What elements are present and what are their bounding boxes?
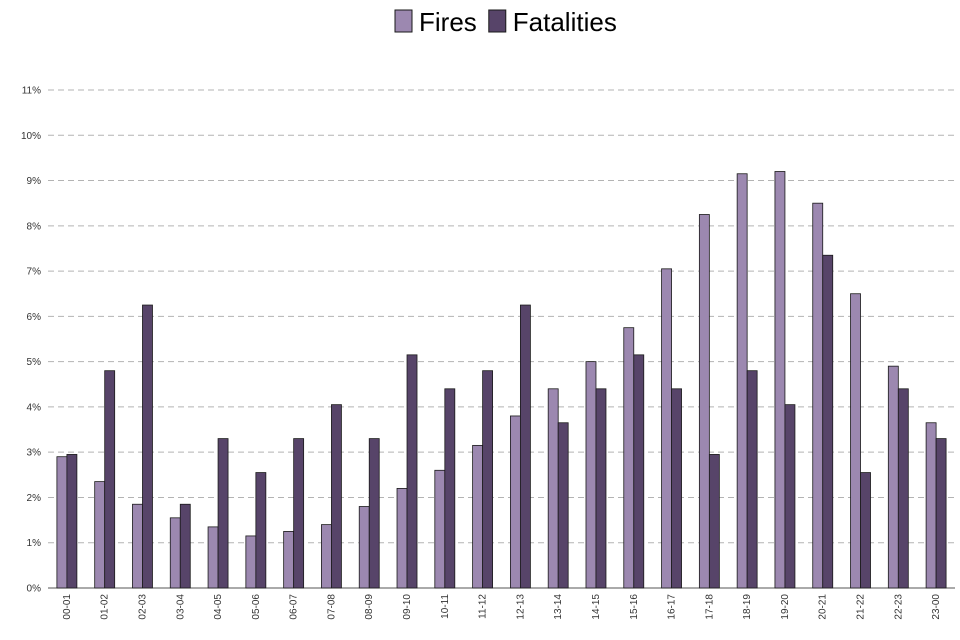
x-tick-label: 02-03 [137, 594, 148, 620]
bar-fatalities-00-01 [66, 454, 78, 589]
bar-fires-19-20 [774, 171, 786, 589]
bar-fires-08-09 [358, 506, 370, 589]
bar-fatalities-04-05 [217, 438, 229, 589]
x-tick-label: 11-12 [478, 594, 489, 619]
y-tick-label: 10% [21, 131, 41, 142]
legend: Fires Fatalities [394, 7, 617, 37]
x-tick-label: 12-13 [515, 594, 526, 620]
bar-fires-06-07 [283, 531, 295, 589]
bars [56, 171, 947, 589]
bar-fatalities-07-08 [331, 404, 342, 589]
bar-fires-11-12 [472, 444, 484, 589]
bar-fatalities-15-16 [633, 354, 645, 589]
x-tick-label: 10-11 [440, 594, 451, 619]
x-tick-label: 17-18 [704, 594, 715, 620]
bar-fatalities-22-23 [897, 388, 909, 589]
x-tick-label: 08-09 [364, 594, 375, 620]
bar-fatalities-16-17 [671, 388, 682, 589]
bar-fatalities-19-20 [784, 404, 796, 589]
x-tick-label: 20-21 [818, 594, 829, 620]
bar-fires-12-13 [509, 415, 521, 589]
bar-fires-17-18 [698, 214, 710, 589]
bar-fires-10-11 [434, 469, 446, 589]
bar-fatalities-14-15 [595, 388, 607, 589]
bar-fatalities-10-11 [444, 388, 456, 589]
bar-fires-21-22 [850, 293, 861, 589]
y-tick-label: 4% [27, 402, 42, 413]
x-tick-label: 06-07 [289, 594, 300, 620]
x-tick-label: 13-14 [553, 594, 564, 620]
x-tick-label: 14-15 [591, 594, 602, 620]
x-tick-label: 16-17 [667, 594, 678, 620]
gridlines [48, 89, 955, 589]
bar-fatalities-02-03 [142, 304, 153, 589]
bar-fires-02-03 [132, 503, 143, 589]
y-axis-ticks: 0% 1% 2% 3% 4% 5% 6% 7% 8% 9% 10% 11% [21, 86, 41, 595]
bar-fatalities-18-19 [746, 370, 758, 589]
x-tick-label: 22-23 [893, 594, 904, 620]
bar-fatalities-08-09 [368, 438, 380, 589]
bar-fatalities-12-13 [519, 304, 531, 589]
bar-fires-09-10 [396, 487, 408, 589]
y-tick-label: 2% [27, 493, 42, 504]
bar-fires-00-01 [56, 456, 68, 589]
bar-fires-07-08 [321, 524, 332, 589]
y-tick-label: 7% [27, 267, 42, 278]
bar-fires-04-05 [207, 526, 219, 589]
bar-fatalities-09-10 [406, 354, 418, 589]
x-tick-label: 19-20 [780, 594, 791, 620]
y-tick-label: 1% [27, 538, 42, 549]
y-tick-label: 5% [27, 357, 42, 368]
y-tick-label: 11% [22, 86, 41, 97]
bar-fires-18-19 [736, 173, 748, 589]
x-tick-label: 04-05 [213, 594, 224, 620]
y-tick-label: 8% [27, 221, 42, 232]
bar-fires-03-04 [169, 517, 181, 589]
x-tick-label: 21-22 [856, 594, 867, 620]
y-tick-label: 6% [27, 312, 42, 323]
bar-fatalities-06-07 [293, 438, 305, 589]
legend-label-fires: Fires [419, 7, 477, 37]
bar-fires-15-16 [623, 327, 635, 589]
bar-fatalities-21-22 [860, 472, 871, 589]
bar-fires-13-14 [547, 388, 559, 589]
x-tick-label: 15-16 [629, 594, 640, 620]
bar-fires-22-23 [887, 365, 899, 589]
x-axis-ticks: 00-01 01-02 02-03 03-04 04-05 05-06 06-07 07-08… [62, 594, 942, 620]
bar-fires-05-06 [245, 535, 257, 589]
bar-fatalities-17-18 [708, 454, 720, 589]
x-tick-label: 05-06 [251, 594, 262, 620]
x-tick-label: 07-08 [326, 594, 337, 620]
bar-fatalities-23-00 [935, 438, 947, 589]
x-tick-label: 09-10 [402, 594, 413, 620]
bar-fires-16-17 [661, 268, 672, 589]
bar-fatalities-01-02 [104, 370, 116, 589]
x-tick-label: 18-19 [742, 594, 753, 620]
bar-fatalities-13-14 [557, 422, 569, 589]
x-tick-label: 00-01 [62, 594, 73, 620]
bar-fatalities-11-12 [482, 370, 494, 589]
legend-label-fatalities: Fatalities [513, 7, 617, 37]
bar-fires-14-15 [585, 361, 597, 589]
y-tick-label: 0% [27, 584, 42, 595]
bar-fatalities-03-04 [179, 503, 191, 589]
bar-fires-20-21 [812, 202, 824, 589]
bar-fires-01-02 [94, 481, 106, 589]
y-tick-label: 3% [27, 448, 42, 459]
legend-swatch-fires [394, 9, 413, 33]
y-tick-label: 9% [27, 176, 42, 187]
bar-fatalities-05-06 [255, 472, 267, 589]
x-tick-label: 23-00 [931, 594, 942, 620]
bar-fires-23-00 [925, 422, 937, 589]
legend-swatch-fatalities [488, 9, 507, 33]
bar-fatalities-20-21 [822, 254, 834, 589]
x-tick-label: 01-02 [100, 594, 111, 620]
x-tick-label: 03-04 [175, 594, 186, 620]
